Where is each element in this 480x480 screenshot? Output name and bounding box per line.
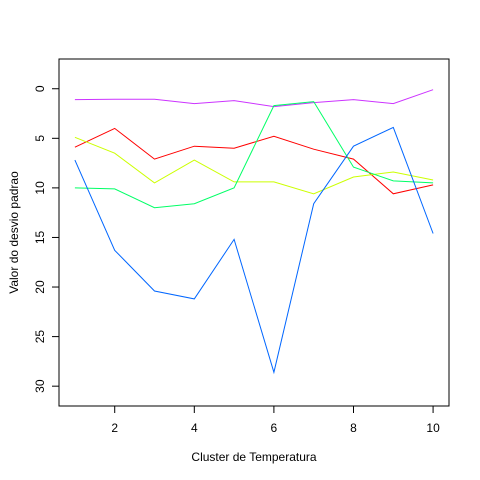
y-tick-label: 5 (33, 135, 47, 142)
x-tick-label: 8 (350, 421, 357, 435)
series-line-2 (74, 127, 434, 195)
y-axis: 0 5 10 15 20 25 30 (33, 85, 60, 393)
x-axis: 2 4 6 8 10 (111, 405, 440, 435)
y-tick-label: 20 (33, 280, 47, 294)
y-tick-label: 0 (33, 85, 47, 92)
x-axis-title: Cluster de Temperatura (191, 450, 317, 464)
y-tick-label: 30 (33, 379, 47, 393)
series-line-5 (74, 126, 434, 375)
y-tick-label: 15 (33, 230, 47, 244)
x-tick-label: 10 (426, 421, 440, 435)
x-tick-label: 6 (271, 421, 278, 435)
y-axis-title: Valor do desvio padrao (7, 171, 21, 294)
series-layer (74, 89, 434, 375)
x-tick-label: 2 (111, 421, 118, 435)
plot-frame (58, 58, 450, 407)
x-tick-label: 4 (191, 421, 198, 435)
series-line-4 (74, 101, 434, 209)
y-tick-label: 10 (33, 181, 47, 195)
y-tick-label: 25 (33, 330, 47, 344)
series-line-1 (74, 89, 434, 108)
